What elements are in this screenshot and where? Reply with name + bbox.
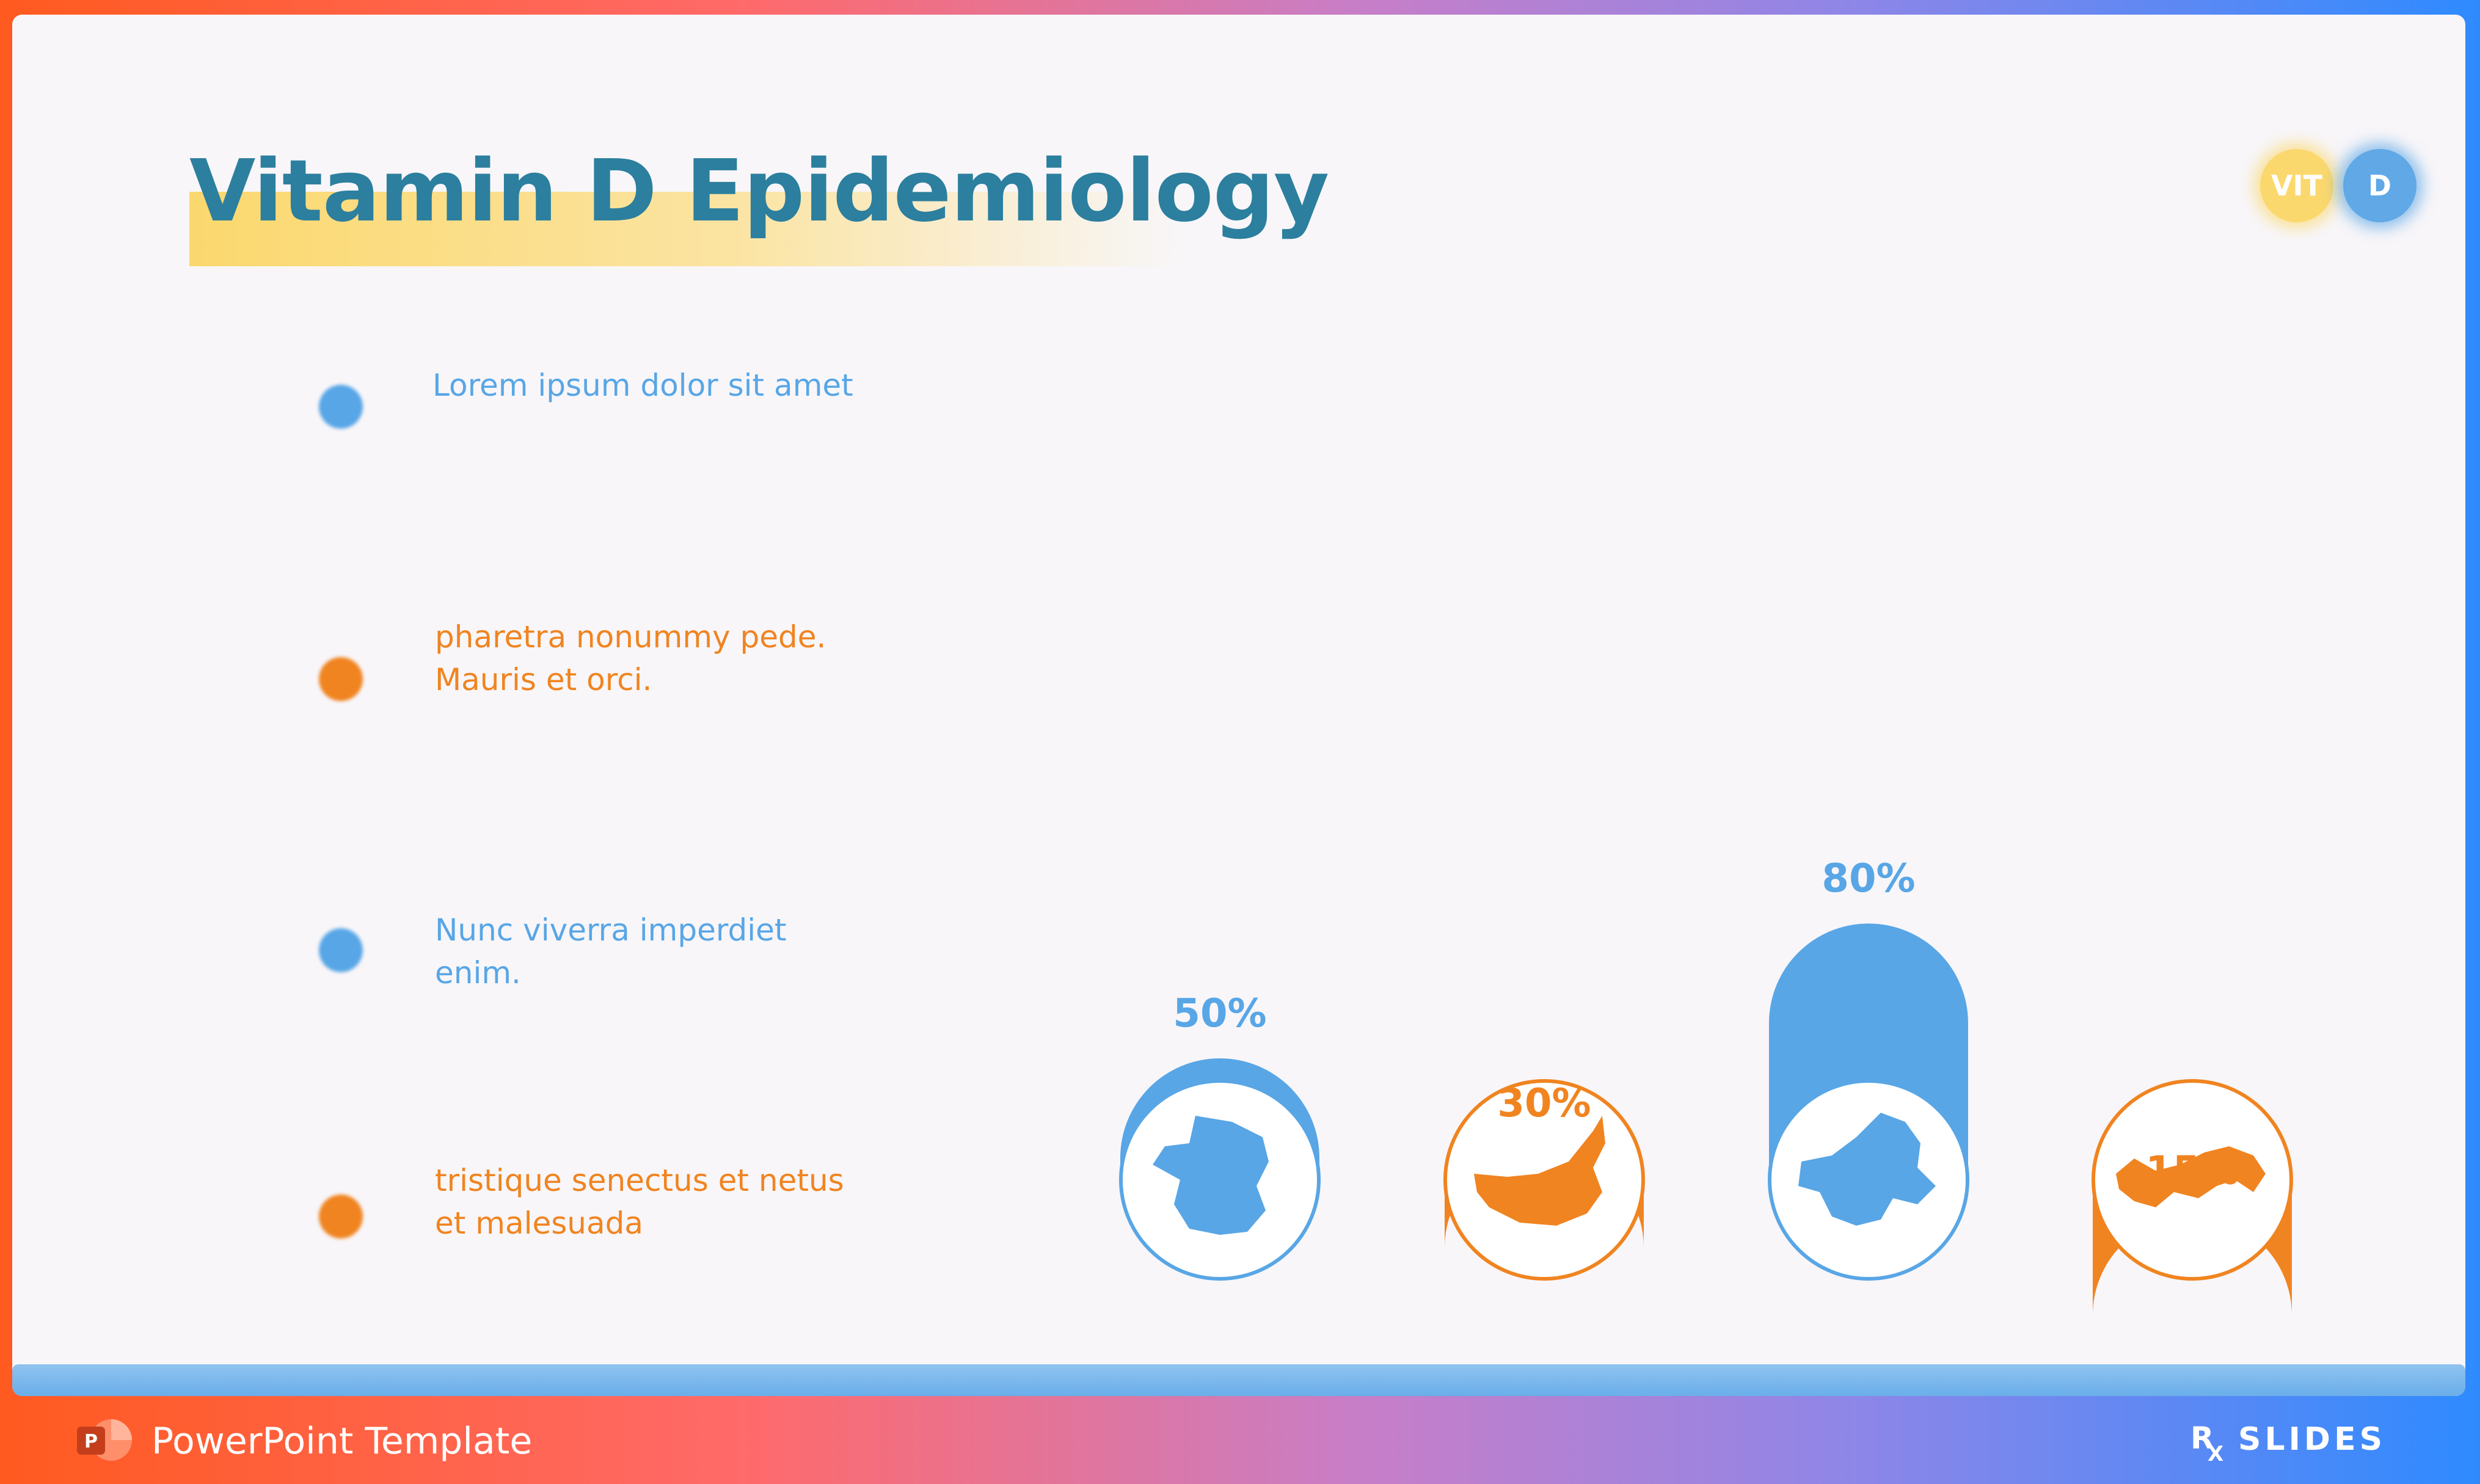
rxslides-logo-icon: R X SLIDES	[2190, 1420, 2386, 1466]
slide: Vitamin D Epidemiology VIT D Lorem ipsum…	[12, 15, 2465, 1396]
data-label-panama: 15%	[2145, 1149, 2239, 1194]
brand-x: X	[2208, 1442, 2223, 1466]
data-label-uae: 30%	[1497, 1081, 1591, 1126]
footer: P PowerPoint Template R X SLIDES	[0, 1396, 2480, 1484]
d-badge: D	[2343, 149, 2416, 222]
panama-map-icon	[2116, 1146, 2266, 1207]
legend-dot-2	[319, 657, 363, 701]
legend-dot-3	[319, 928, 363, 972]
data-label-canada: 80%	[1822, 856, 1915, 901]
powerpoint-icon: P	[77, 1419, 132, 1461]
footer-accent-bar	[12, 1364, 2465, 1396]
legend-dot-4	[319, 1195, 363, 1238]
data-label-france: 50%	[1173, 991, 1266, 1036]
bar-chart: 50% 30% 80% 15%	[1119, 856, 2293, 1315]
canada-map-icon	[1798, 1113, 1936, 1226]
france-map-icon	[1153, 1116, 1269, 1235]
brand-slides: SLIDES	[2238, 1421, 2386, 1458]
page-title: Vitamin D Epidemiology	[189, 142, 1329, 241]
uae-map-icon	[1474, 1116, 1605, 1226]
title-area: Vitamin D Epidemiology	[189, 142, 1329, 266]
legend-text-1: Lorem ipsum dolor sit amet	[432, 368, 853, 403]
legend-text-3: Nunc viverra imperdiet enim.	[435, 912, 787, 991]
legend-text-2: pharetra nonummy pede. Mauris et orci.	[435, 619, 826, 697]
footer-label: PowerPoint Template	[151, 1420, 533, 1463]
title-highlight	[189, 192, 1187, 266]
vit-badge: VIT	[2260, 149, 2333, 222]
brand-r: R	[2190, 1420, 2214, 1456]
svg-text:P: P	[84, 1431, 98, 1452]
legend-dot-1	[319, 385, 363, 429]
legend-text-4: tristique senectus et netus et malesuada	[435, 1163, 844, 1241]
